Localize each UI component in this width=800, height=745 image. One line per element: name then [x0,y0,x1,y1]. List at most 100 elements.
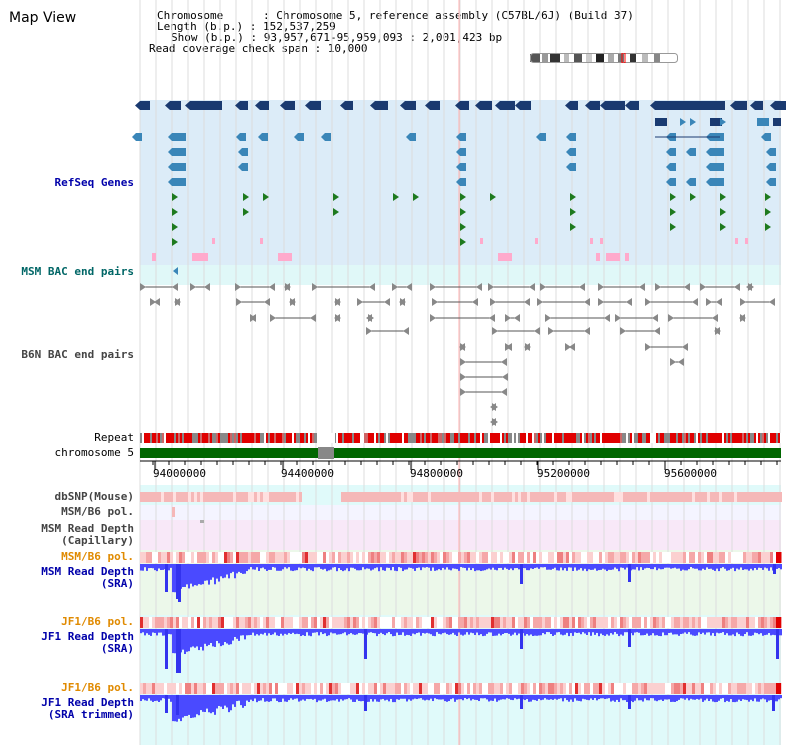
track-label-msm-b6-pol-1[interactable]: MSM/B6 pol. [61,505,134,518]
read-depth-bar [430,564,432,571]
read-depth-bar [314,564,316,568]
read-depth-bar [760,564,762,569]
gene-feature [240,101,248,110]
gene-arrow [168,163,172,171]
track-label-refseq-genes[interactable]: RefSeq Genes [54,176,134,189]
polymorphism-cell [773,683,776,694]
read-depth-bar [444,695,446,702]
track-label-msm-depth-sra[interactable]: MSM Read Depth (SRA) [41,565,134,590]
repeat-segment [634,433,636,443]
repeat-segment [626,433,628,443]
repeat-segment [520,433,522,443]
repeat-segment [146,433,148,443]
read-depth-bar [358,629,360,634]
polymorphism-cell [590,617,593,628]
track-label-chromosome[interactable]: chromosome 5 [54,446,134,459]
track-label-msm-b6-pol-2[interactable]: MSM/B6 pol. [61,550,134,563]
polymorphism-cell [347,552,350,563]
track-label-repeat[interactable]: Repeat [94,431,134,444]
polymorphism-cell [203,617,206,628]
read-depth-bar [596,695,598,701]
gene-feature [430,101,440,110]
snp-density [497,492,500,502]
track-label-jf1-depth-trim[interactable]: JF1 Read Depth (SRA trimmed) [41,696,134,721]
gene-arrow [165,101,170,110]
polymorphism-cell [158,683,161,694]
gene-feature [140,101,150,110]
read-depth-bar [452,695,454,699]
repeat-segment [190,433,192,443]
read-depth-bar [466,695,468,700]
bac-end [459,343,465,351]
track-label-jf1-b6-pol-1[interactable]: JF1/B6 pol. [61,615,134,628]
read-depth-bar [194,629,196,648]
read-depth-bar [260,695,262,701]
gene-arrow [730,101,735,110]
repeat-segment [548,433,550,443]
read-depth-bar [658,695,660,701]
gene-arrow [770,101,775,110]
read-depth-bar [652,629,654,634]
read-depth-bar [182,629,184,650]
polymorphism-cell [386,552,389,563]
polymorphism-cell [260,683,263,694]
snp-density [209,492,212,502]
polymorphism-cell [773,617,776,628]
polymorphism-cell [539,617,542,628]
read-depth-bar [290,564,292,571]
polymorphism-cell [533,617,536,628]
gene-feature [172,178,186,186]
repeat-segment [670,433,672,443]
read-depth-bar [724,564,726,569]
snp-density [521,492,524,502]
read-depth-bar [518,629,520,634]
read-depth-bar [712,695,714,702]
track-label-b6n-bac[interactable]: B6N BAC end pairs [21,348,134,361]
bac-end [740,298,746,306]
snp-density [422,492,425,502]
read-depth-bar [728,629,730,636]
snp-density [224,492,227,502]
track-label-dbsnp[interactable]: dbSNP(Mouse) [54,490,134,503]
read-depth-bar [408,629,410,636]
polymorphism-cell [536,617,539,628]
repeat-segment [726,433,728,443]
read-depth-bar [486,564,488,570]
polymorphism-cell [515,683,518,694]
track-label-jf1-depth-sra[interactable]: JF1 Read Depth (SRA) [41,630,134,655]
repeat-segment [462,433,464,443]
snp-density [149,492,152,502]
track-label-msm-depth-capillary[interactable]: MSM Read Depth (Capillary) [41,522,134,547]
repeat-segment [442,433,444,443]
polymorphism-cell [425,552,428,563]
gene-arrow [566,163,570,171]
track-label-msm-bac[interactable]: MSM BAC end pairs [21,265,134,278]
polymorphism-cell [716,552,719,563]
read-depth-bar [208,629,210,645]
snp-density [686,492,689,502]
read-depth-bar [710,564,712,569]
repeat-segment [140,433,142,443]
read-depth-bar [346,629,348,636]
track-label-jf1-b6-pol-2[interactable]: JF1/B6 pol. [61,681,134,694]
read-depth-bar [614,564,616,568]
gene-arrow [456,163,460,171]
repeat-segment [652,433,654,443]
repeat-segment [278,433,280,443]
read-depth-bar [526,629,528,635]
read-depth-bar [426,629,428,633]
gene-feature [655,118,667,126]
snp-density [755,492,758,502]
snp-density [776,492,779,502]
snp-density [611,492,614,502]
read-depth-bar [292,629,294,633]
read-depth-bar [484,629,486,636]
read-depth-bar [556,695,558,700]
polymorphism-cell [569,683,572,694]
read-depth-bar [386,564,388,568]
chromosome-ideogram[interactable] [530,53,682,63]
read-depth-spike [520,629,523,649]
read-depth-bar [482,564,484,571]
repeat-segment [438,433,440,443]
